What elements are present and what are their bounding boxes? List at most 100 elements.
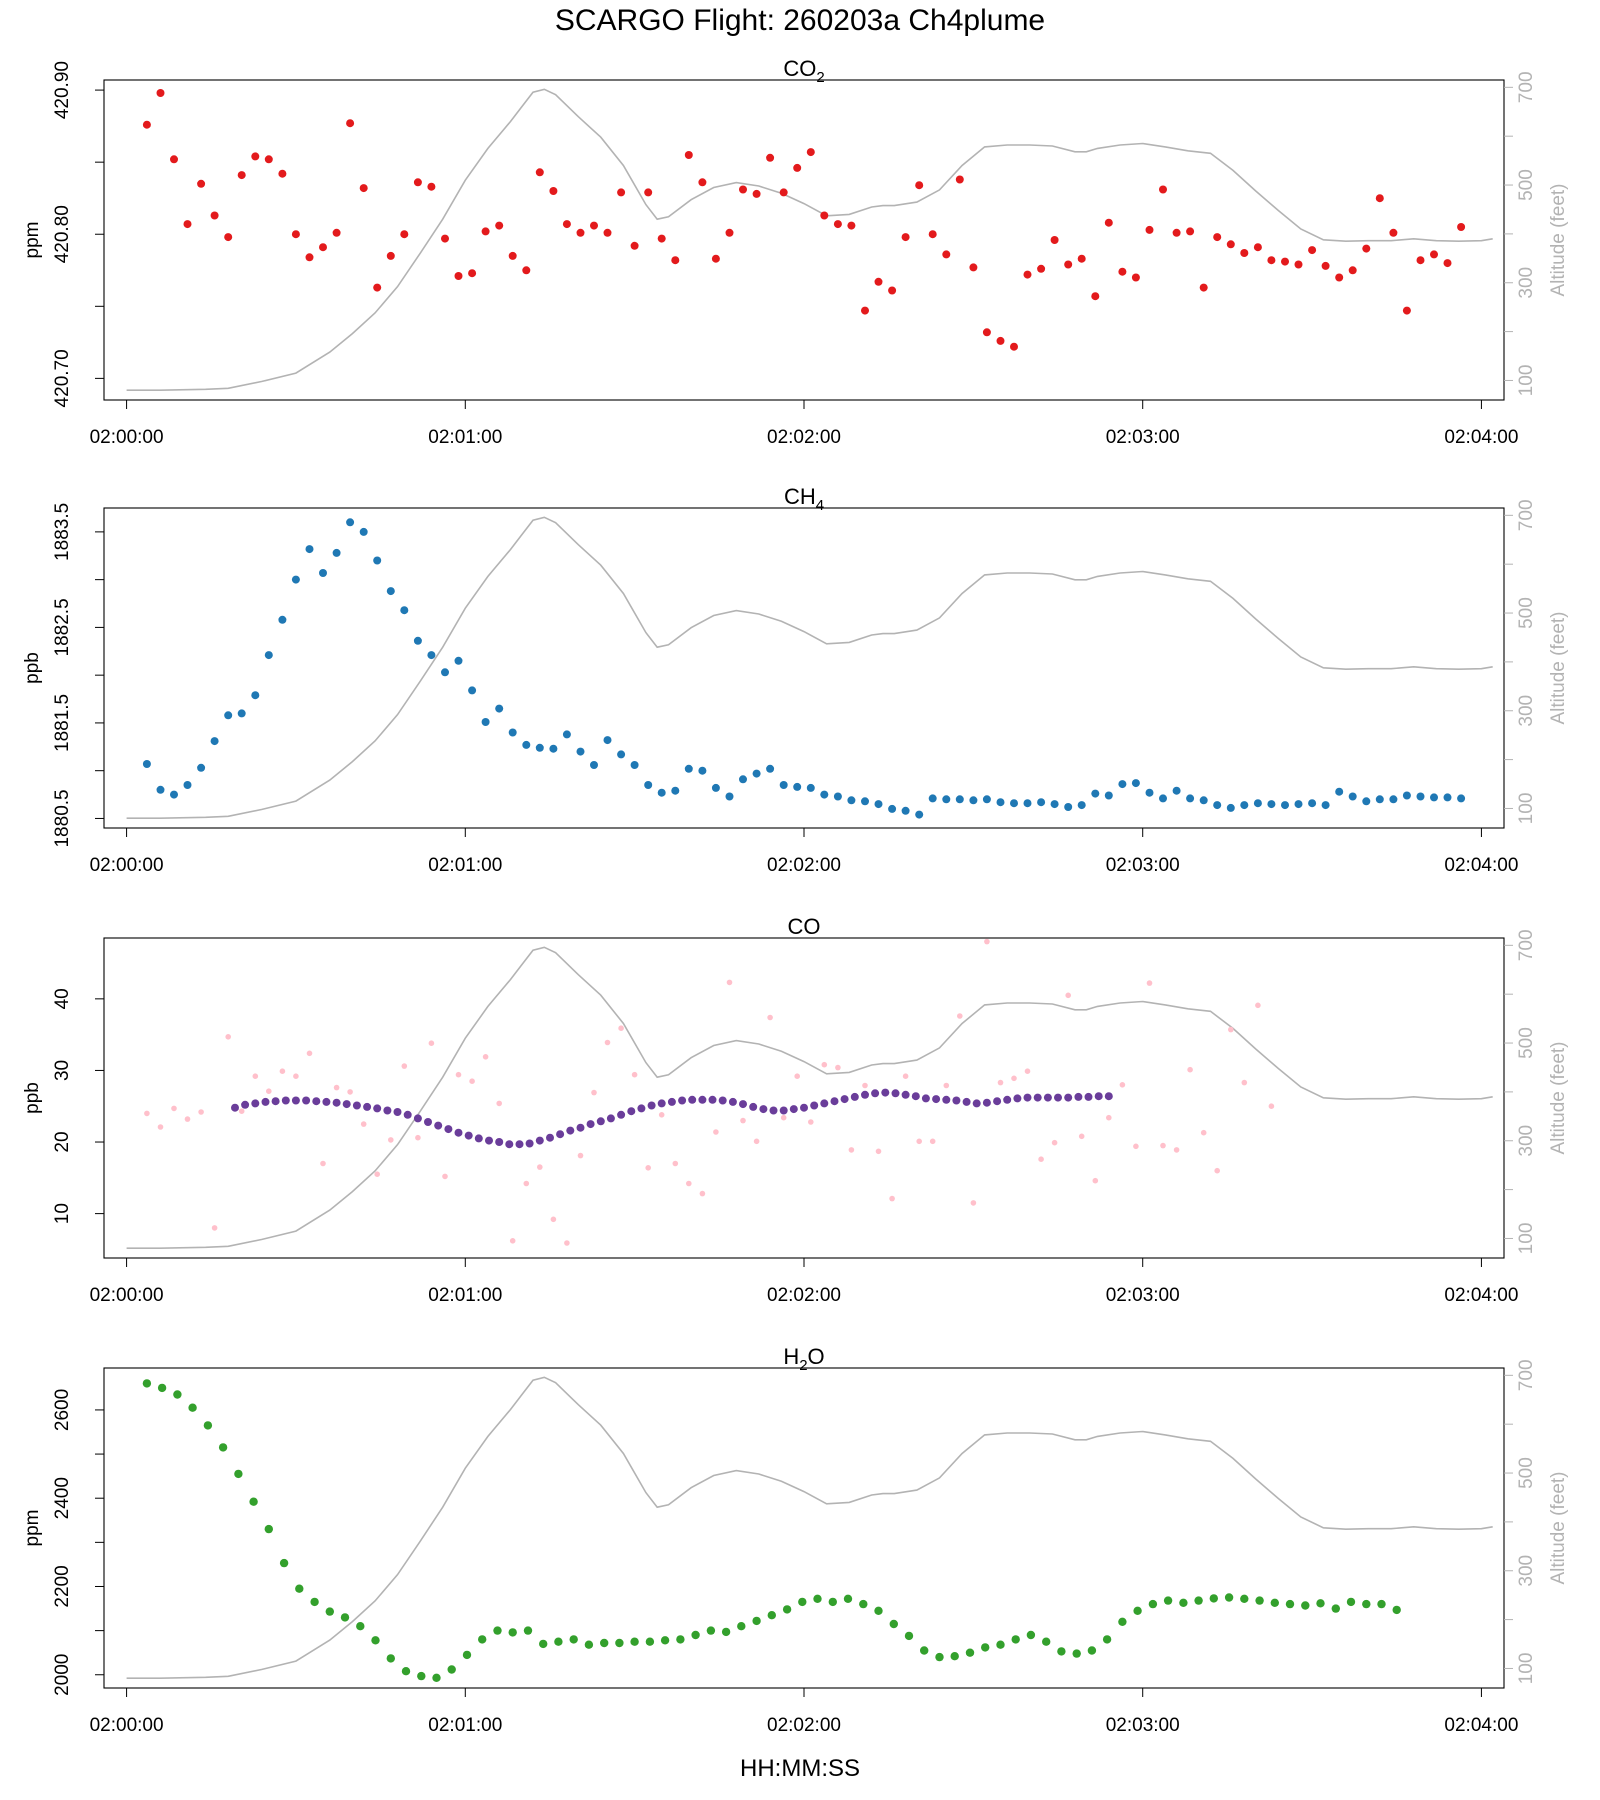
alt-tick-label: 300 <box>1516 1555 1537 1587</box>
alt-tick-label: 500 <box>1516 1027 1537 1059</box>
data-point <box>485 1136 493 1145</box>
y-axis-title: ppb <box>22 1082 43 1114</box>
data-point <box>434 1121 443 1130</box>
data-point <box>1102 1635 1112 1644</box>
data-point <box>237 709 246 718</box>
data-point <box>1077 801 1086 810</box>
data-point <box>1214 1167 1220 1174</box>
data-point <box>495 221 504 230</box>
data-point <box>1362 244 1371 253</box>
data-point <box>1240 801 1249 810</box>
data-point <box>1011 1635 1020 1644</box>
data-point <box>1335 273 1344 282</box>
data-point <box>713 1129 719 1135</box>
data-point <box>888 804 897 813</box>
data-point <box>332 1098 341 1107</box>
data-point <box>564 1240 570 1246</box>
data-point <box>789 1105 798 1114</box>
data-point <box>1159 185 1167 194</box>
data-point <box>444 1125 453 1134</box>
data-point <box>847 221 856 230</box>
data-point <box>374 1171 381 1177</box>
data-point <box>441 668 449 677</box>
data-point <box>617 1110 626 1119</box>
data-point <box>462 1650 472 1660</box>
data-point <box>264 1524 273 1534</box>
data-point <box>1023 1093 1032 1102</box>
data-point <box>957 1013 963 1019</box>
data-point <box>1023 799 1032 808</box>
data-point <box>630 1637 639 1646</box>
x-tick-label: 02:04:00 <box>1444 855 1518 876</box>
data-point <box>251 152 260 161</box>
data-point <box>1316 1599 1325 1608</box>
data-point <box>1074 1092 1083 1101</box>
data-point <box>821 1061 828 1068</box>
data-point <box>400 230 409 239</box>
data-point <box>1179 1598 1188 1608</box>
data-point <box>1104 1092 1113 1101</box>
data-point <box>767 1611 776 1620</box>
data-point <box>508 251 517 260</box>
data-point <box>320 1160 326 1167</box>
data-point <box>264 651 273 660</box>
data-point <box>752 769 761 778</box>
data-point <box>840 1095 849 1104</box>
data-point <box>1255 1002 1261 1009</box>
data-point <box>644 781 653 789</box>
data-point <box>972 1099 981 1108</box>
panel-title-h2o: H2O <box>783 1344 824 1374</box>
data-point <box>759 1105 768 1114</box>
data-point <box>363 1102 372 1111</box>
data-point <box>943 1082 950 1089</box>
data-point <box>218 1443 228 1452</box>
data-point <box>881 1088 890 1097</box>
data-point <box>352 1101 361 1110</box>
data-point <box>474 1134 483 1143</box>
data-point <box>708 1095 717 1104</box>
data-point <box>1078 1133 1085 1140</box>
data-point <box>373 556 382 565</box>
data-point <box>1226 240 1235 249</box>
data-point <box>1348 266 1357 275</box>
data-point <box>549 187 558 195</box>
panel-title-ch4: CH4 <box>784 484 824 514</box>
data-point <box>718 1096 727 1105</box>
data-point <box>698 178 707 187</box>
data-point <box>495 704 504 713</box>
data-point <box>562 220 571 229</box>
data-point <box>874 800 883 809</box>
data-point <box>806 783 815 792</box>
data-point <box>279 1558 289 1568</box>
data-point <box>576 747 585 756</box>
alt-tick-label: 700 <box>1516 1359 1537 1391</box>
data-point <box>535 168 544 177</box>
data-point <box>830 1097 839 1106</box>
data-point <box>523 1626 533 1635</box>
data-point <box>1281 801 1289 810</box>
data-point <box>861 797 869 806</box>
data-point <box>916 1138 922 1145</box>
data-point <box>739 185 747 194</box>
data-point <box>820 1099 829 1108</box>
x-tick-label: 02:02:00 <box>767 1285 841 1306</box>
y-axis-title: ppm <box>22 222 43 259</box>
data-point <box>550 1216 557 1223</box>
data-point <box>197 763 206 772</box>
data-point <box>432 1673 441 1683</box>
data-point <box>1443 259 1452 268</box>
data-point <box>183 220 192 229</box>
data-point <box>356 1622 365 1631</box>
data-point <box>627 1107 636 1116</box>
data-point <box>1010 342 1018 351</box>
data-point <box>1011 1075 1017 1082</box>
data-point <box>1010 799 1018 808</box>
data-point <box>921 1094 930 1103</box>
y-tick-label: 420.70 <box>52 349 73 407</box>
alt-tick-label: 100 <box>1516 1223 1537 1255</box>
data-point <box>1003 1095 1012 1104</box>
x-tick-label: 02:03:00 <box>1106 1285 1180 1306</box>
data-point <box>749 1102 758 1111</box>
page-title: SCARGO Flight: 260203a Ch4plume <box>554 4 1046 37</box>
data-point <box>1375 795 1384 804</box>
